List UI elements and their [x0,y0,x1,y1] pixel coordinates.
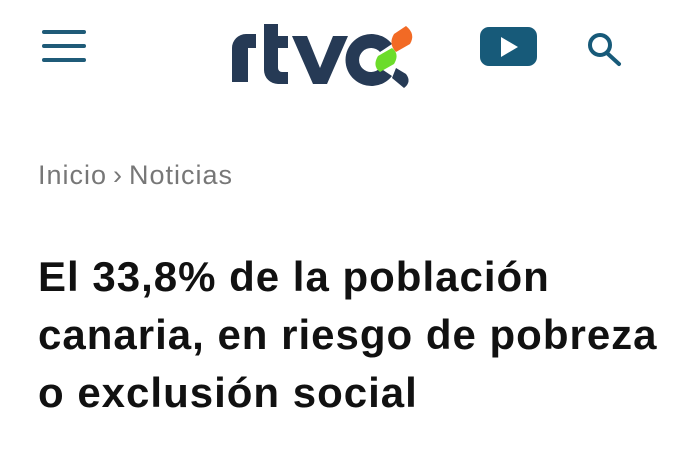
hamburger-icon-line [42,44,86,48]
search-icon [588,33,621,66]
breadcrumb-noticias[interactable]: Noticias [129,160,234,190]
breadcrumb: Inicio › Noticias [38,160,239,191]
breadcrumb-inicio[interactable]: Inicio [38,160,108,190]
hamburger-icon-line [42,58,86,62]
youtube-play-icon[interactable] [480,27,537,66]
rtvc-logo[interactable] [226,18,416,88]
rtvc-logo-icon [232,24,413,88]
menu-button[interactable] [42,30,86,62]
breadcrumb-separator: › [113,160,124,190]
hamburger-icon-line [42,30,86,34]
article-title: El 33,8% de la población canaria, en rie… [38,253,658,416]
search-button[interactable] [586,32,626,68]
